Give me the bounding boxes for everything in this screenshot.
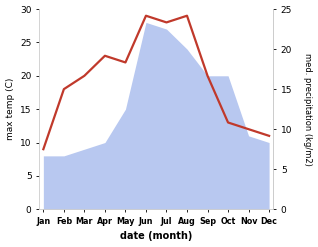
Y-axis label: max temp (C): max temp (C) bbox=[5, 78, 15, 140]
X-axis label: date (month): date (month) bbox=[120, 231, 192, 242]
Y-axis label: med. precipitation (kg/m2): med. precipitation (kg/m2) bbox=[303, 53, 313, 165]
